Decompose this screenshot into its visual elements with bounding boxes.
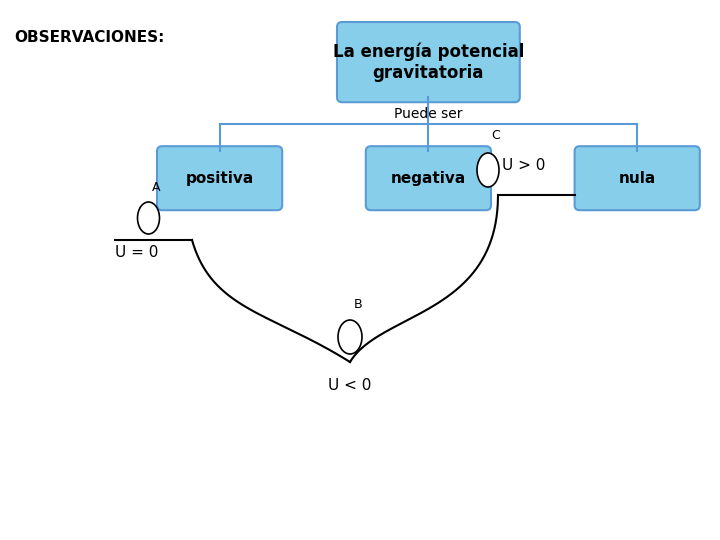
Text: Puede ser: Puede ser <box>394 107 463 121</box>
Text: positiva: positiva <box>186 171 253 186</box>
Text: OBSERVACIONES:: OBSERVACIONES: <box>14 30 164 45</box>
Text: U = 0: U = 0 <box>115 245 158 260</box>
Text: U < 0: U < 0 <box>328 378 372 393</box>
Ellipse shape <box>138 202 160 234</box>
Text: U > 0: U > 0 <box>502 158 545 172</box>
FancyBboxPatch shape <box>337 22 520 102</box>
FancyBboxPatch shape <box>157 146 282 210</box>
Ellipse shape <box>477 153 499 187</box>
FancyBboxPatch shape <box>575 146 700 210</box>
Text: A: A <box>151 181 160 194</box>
Ellipse shape <box>338 320 362 354</box>
Text: negativa: negativa <box>391 171 466 186</box>
Text: nula: nula <box>618 171 656 186</box>
Text: La energía potencial
gravitatoria: La energía potencial gravitatoria <box>333 43 524 82</box>
FancyBboxPatch shape <box>366 146 491 210</box>
Text: B: B <box>354 298 363 311</box>
Text: C: C <box>491 129 500 142</box>
